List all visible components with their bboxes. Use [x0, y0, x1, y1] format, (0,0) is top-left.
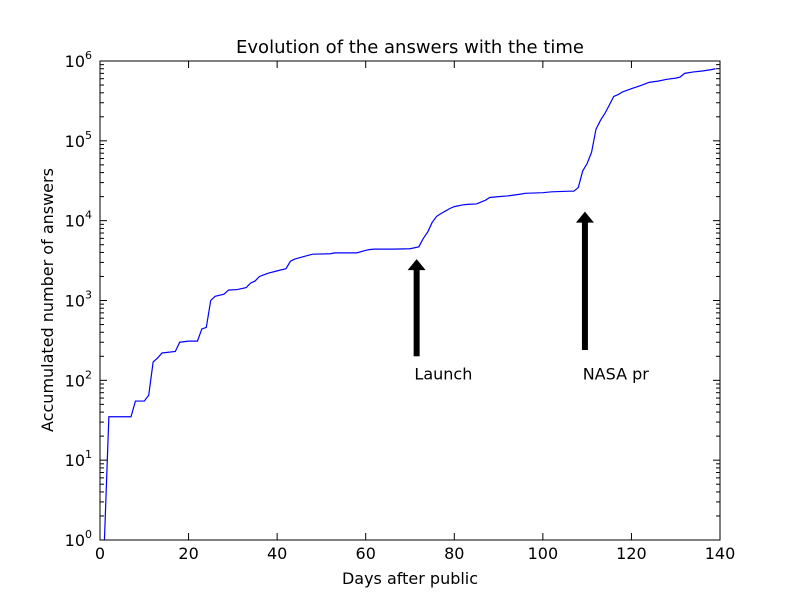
annotation-arrow-head — [407, 259, 426, 271]
chart-title: Evolution of the answers with the time — [236, 37, 584, 58]
y-tick-label: 106 — [65, 49, 92, 71]
annotation-1: NASA pr — [575, 211, 650, 383]
y-tick-label: 104 — [65, 209, 92, 231]
annotation-label: Launch — [414, 364, 472, 383]
plot-frame — [99, 60, 721, 541]
y-tick-label: 100 — [65, 528, 92, 550]
y-tick-label: 103 — [65, 289, 92, 311]
annotation-arrow-shaft — [581, 221, 588, 350]
x-tick-label: 120 — [616, 544, 647, 563]
x-tick-label: 40 — [267, 544, 287, 563]
annotation-arrow-head — [575, 211, 594, 223]
annotation-0: Launch — [407, 259, 472, 383]
y-tick-label: 105 — [65, 129, 92, 151]
x-tick-label: 0 — [95, 544, 105, 563]
x-tick-label: 80 — [444, 544, 464, 563]
y-tick-label: 101 — [65, 448, 92, 470]
x-tick-label: 60 — [356, 544, 376, 563]
x-tick-label: 140 — [705, 544, 736, 563]
x-tick-label: 100 — [528, 544, 559, 563]
x-axis-label: Days after public — [342, 569, 478, 588]
annotation-arrow-shaft — [413, 269, 420, 357]
y-axis-label: Accumulated number of answers — [38, 168, 57, 432]
x-tick-label: 20 — [178, 544, 198, 563]
y-tick-label: 102 — [65, 368, 92, 390]
series-line-0 — [103, 68, 716, 540]
annotation-label: NASA pr — [583, 364, 650, 383]
